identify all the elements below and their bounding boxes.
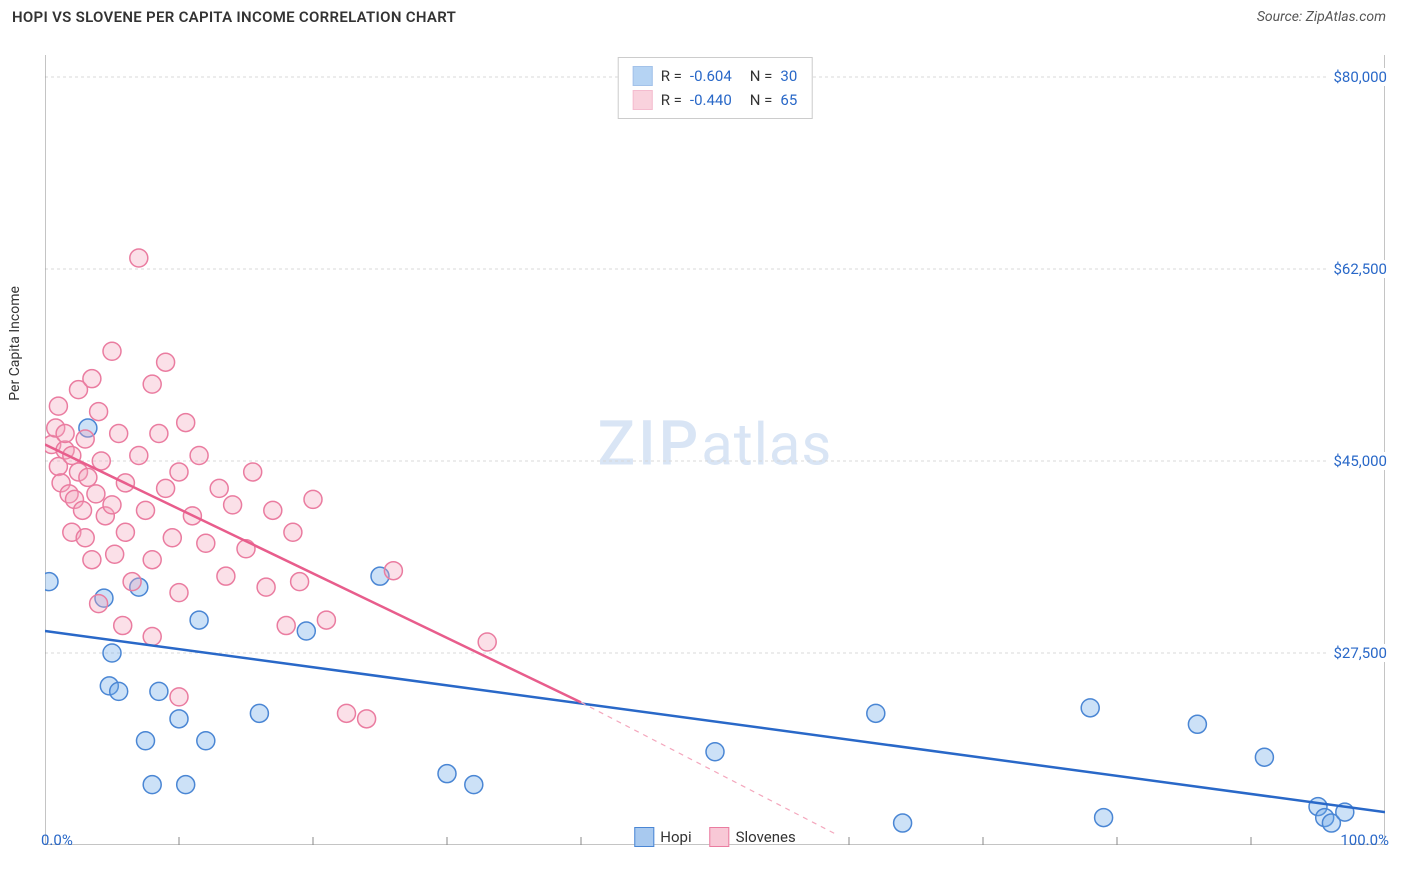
legend-swatch (633, 66, 653, 86)
legend-n-label: N = (750, 91, 773, 109)
chart-header: HOPI VS SLOVENE PER CAPITA INCOME CORREL… (0, 0, 1406, 30)
chart-title: HOPI VS SLOVENE PER CAPITA INCOME CORREL… (12, 8, 456, 26)
legend-n-label: N = (750, 67, 773, 85)
legend-swatch (633, 90, 653, 110)
legend-r-label: R = (661, 91, 682, 109)
legend-r-value: -0.440 (690, 91, 732, 109)
legend-correlation: R = -0.604 N = 30 R = -0.440 N = 65 (618, 57, 813, 119)
chart-source: Source: ZipAtlas.com (1257, 9, 1386, 25)
legend-series: Hopi Slovenes (634, 827, 795, 847)
y-tick-label: $80,000 (1329, 68, 1387, 86)
legend-r-label: R = (661, 67, 682, 85)
legend-series-item: Slovenes (710, 827, 796, 847)
y-tick-label: $45,000 (1329, 452, 1387, 470)
scatter-plot (45, 55, 1385, 845)
legend-swatch (710, 827, 730, 847)
y-tick-label: $27,500 (1329, 644, 1387, 662)
legend-series-label: Hopi (660, 828, 691, 846)
legend-swatch (634, 827, 654, 847)
legend-series-label: Slovenes (736, 828, 796, 846)
legend-n-value: 65 (780, 91, 797, 109)
y-axis-label: Per Capita Income (7, 286, 23, 401)
legend-series-item: Hopi (634, 827, 691, 847)
x-axis-max-label: 100.0% (1340, 831, 1389, 849)
x-axis-min-label: 0.0% (41, 831, 73, 849)
legend-n-value: 30 (780, 67, 797, 85)
legend-correlation-row: R = -0.604 N = 30 (633, 64, 798, 88)
legend-r-value: -0.604 (690, 67, 732, 85)
chart-container: Per Capita Income ZIPatlas R = -0.604 N … (45, 55, 1385, 845)
y-tick-label: $62,500 (1329, 260, 1387, 278)
legend-correlation-row: R = -0.440 N = 65 (633, 88, 798, 112)
